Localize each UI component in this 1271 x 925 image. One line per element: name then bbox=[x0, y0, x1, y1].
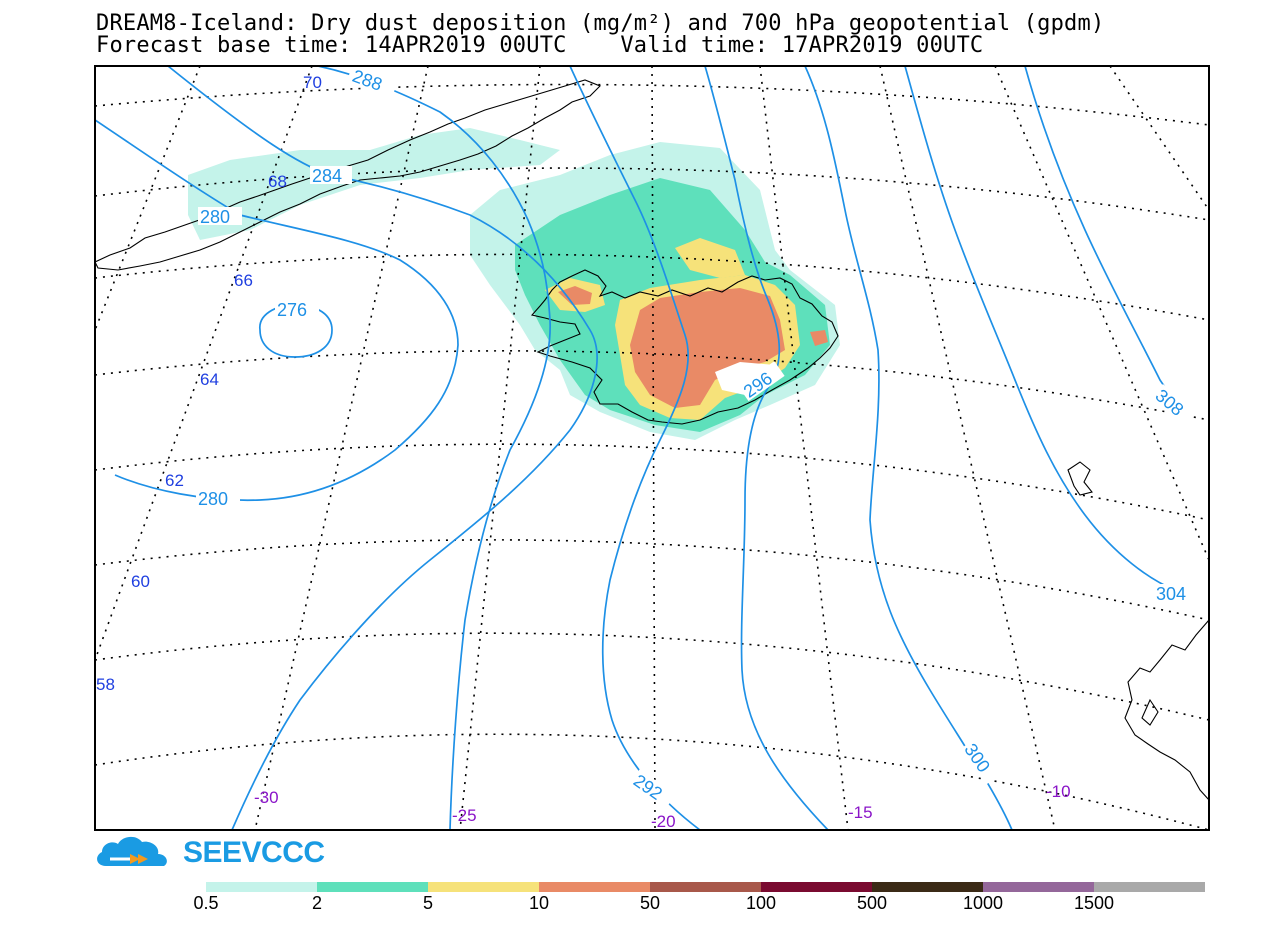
latitude-label-64: 64 bbox=[200, 370, 219, 389]
longitude-label-minus10: -10 bbox=[1046, 782, 1071, 801]
seevccc-logo bbox=[97, 836, 167, 866]
contour-label-288: 288 bbox=[350, 66, 385, 95]
longitude-label-minus15: -15 bbox=[848, 803, 873, 822]
graticule bbox=[95, 66, 1209, 830]
meridian-minus40 bbox=[95, 66, 201, 331]
colorbar-label: 0.5 bbox=[193, 893, 219, 913]
latitude-label-70: 70 bbox=[303, 73, 322, 92]
contour-label-276: 276 bbox=[277, 300, 307, 320]
latitude-line-62 bbox=[95, 443, 1209, 521]
contour-284 bbox=[317, 66, 551, 830]
colorbar bbox=[206, 882, 1205, 892]
colorbar-segment-1 bbox=[317, 882, 428, 892]
latitude-line-66 bbox=[95, 253, 1209, 321]
colorbar-label: 1000 bbox=[962, 893, 1004, 913]
latitude-label-62: 62 bbox=[165, 471, 184, 490]
colorbar-segment-8 bbox=[1094, 882, 1205, 892]
colorbar-label: 50 bbox=[639, 893, 661, 913]
longitude-label-minus25: -25 bbox=[452, 806, 477, 825]
meridian-minus15 bbox=[759, 66, 849, 830]
contour-label-304: 304 bbox=[1156, 584, 1186, 604]
latitude-label-58: 58 bbox=[96, 675, 115, 694]
meridian-minus5 bbox=[994, 66, 1209, 561]
colorbar-segment-2 bbox=[428, 882, 539, 892]
colorbar-segment-7 bbox=[983, 882, 1094, 892]
seevccc-logo-text: SEEVCCC bbox=[183, 836, 325, 869]
latitude-line-64 bbox=[95, 350, 1209, 421]
contour-label-284: 284 bbox=[312, 166, 342, 186]
contour-label-280-south: 280 bbox=[198, 489, 228, 509]
colorbar-label: 10 bbox=[528, 893, 550, 913]
iceland-coastline bbox=[530, 269, 839, 425]
faroe-islands bbox=[1067, 461, 1093, 496]
colorbar-segment-5 bbox=[761, 882, 872, 892]
longitude-labels: -30 -25 -20 -15 -10 bbox=[254, 782, 1071, 831]
colorbar-segment-6 bbox=[872, 882, 983, 892]
colorbar-label: 500 bbox=[856, 893, 888, 913]
map-area bbox=[95, 66, 1209, 830]
hebrides-coastline bbox=[1141, 698, 1159, 726]
latitude-line-60 bbox=[95, 539, 1209, 621]
contour-308 bbox=[1024, 66, 1186, 411]
latitude-line-58 bbox=[95, 632, 1209, 721]
colorbar-label: 2 bbox=[311, 893, 323, 913]
latitude-label-60: 60 bbox=[131, 572, 150, 591]
contour-304 bbox=[904, 66, 1176, 591]
latitude-labels: 70 68 66 64 62 60 58 bbox=[96, 73, 322, 694]
map-frame bbox=[94, 65, 1210, 831]
colorbar-label: 100 bbox=[745, 893, 777, 913]
contour-300 bbox=[804, 66, 1013, 830]
meridian-minus10 bbox=[879, 66, 1056, 830]
cloud-icon bbox=[97, 836, 167, 866]
latitude-label-68: 68 bbox=[268, 172, 287, 191]
dust-east-patch bbox=[810, 330, 828, 346]
colorbar-labels: 0.5 2 5 10 50 100 500 1000 1500 bbox=[0, 893, 1271, 915]
contour-labels: 288 284 280 276 280 292 296 300 304 308 bbox=[196, 65, 1198, 810]
contour-label-280-north: 280 bbox=[200, 207, 230, 227]
dust-level-5-north bbox=[675, 238, 745, 278]
longitude-label-minus30: -30 bbox=[254, 788, 279, 807]
colorbar-label: 1500 bbox=[1073, 893, 1115, 913]
colorbar-segment-3 bbox=[539, 882, 650, 892]
dust-westfjord-core bbox=[558, 286, 592, 305]
meridian-0 bbox=[1109, 66, 1209, 211]
longitude-label-minus20: -20 bbox=[651, 812, 676, 831]
contour-296 bbox=[704, 66, 829, 830]
latitude-label-66: 66 bbox=[234, 271, 253, 290]
meridian-minus35 bbox=[95, 66, 313, 661]
colorbar-segment-0 bbox=[206, 882, 317, 892]
colorbar-label: 5 bbox=[422, 893, 434, 913]
map-title: DREAM8-Iceland: Dry dust deposition (mg/… bbox=[96, 11, 1105, 36]
map-subtitle-times: Forecast base time: 14APR2019 00UTC Vali… bbox=[96, 33, 984, 58]
contour-292 bbox=[569, 66, 701, 830]
dust-level-10 bbox=[630, 288, 785, 408]
meridian-minus25 bbox=[459, 66, 541, 830]
scotland-coastline bbox=[1124, 619, 1209, 801]
colorbar-segment-4 bbox=[650, 882, 761, 892]
